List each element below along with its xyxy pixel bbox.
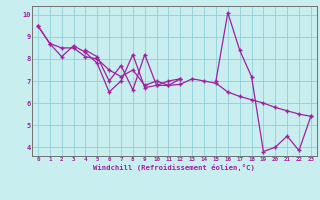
X-axis label: Windchill (Refroidissement éolien,°C): Windchill (Refroidissement éolien,°C)	[93, 164, 255, 171]
